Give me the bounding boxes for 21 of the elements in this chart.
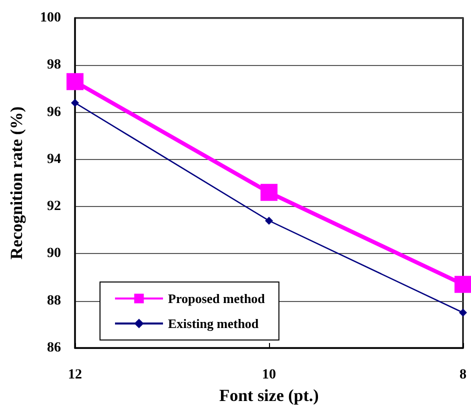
y-tick-label: 86 bbox=[47, 340, 61, 356]
x-tick-label: 10 bbox=[262, 368, 276, 382]
y-axis-title: Recognition rate (%) bbox=[7, 106, 26, 260]
point bbox=[454, 276, 471, 293]
y-tick-label: 96 bbox=[47, 104, 61, 120]
point bbox=[459, 308, 467, 317]
legend-label: Proposed method bbox=[168, 291, 266, 306]
y-tick-label: 90 bbox=[47, 246, 61, 262]
x-axis-title: Font size (pt.) bbox=[219, 386, 319, 405]
x-tick-label: 8 bbox=[460, 368, 466, 382]
point bbox=[66, 73, 84, 90]
legend-label: Existing method bbox=[168, 316, 260, 331]
y-tick-label: 98 bbox=[47, 58, 61, 73]
y-tick-label: 100 bbox=[40, 10, 61, 26]
y-tick-label: 88 bbox=[47, 293, 61, 308]
point bbox=[265, 216, 273, 225]
point bbox=[71, 98, 79, 107]
point bbox=[260, 184, 278, 201]
x-tick-label: 12 bbox=[68, 368, 82, 382]
y-tick-label: 94 bbox=[47, 152, 61, 167]
y-tick-label: 92 bbox=[47, 199, 61, 214]
